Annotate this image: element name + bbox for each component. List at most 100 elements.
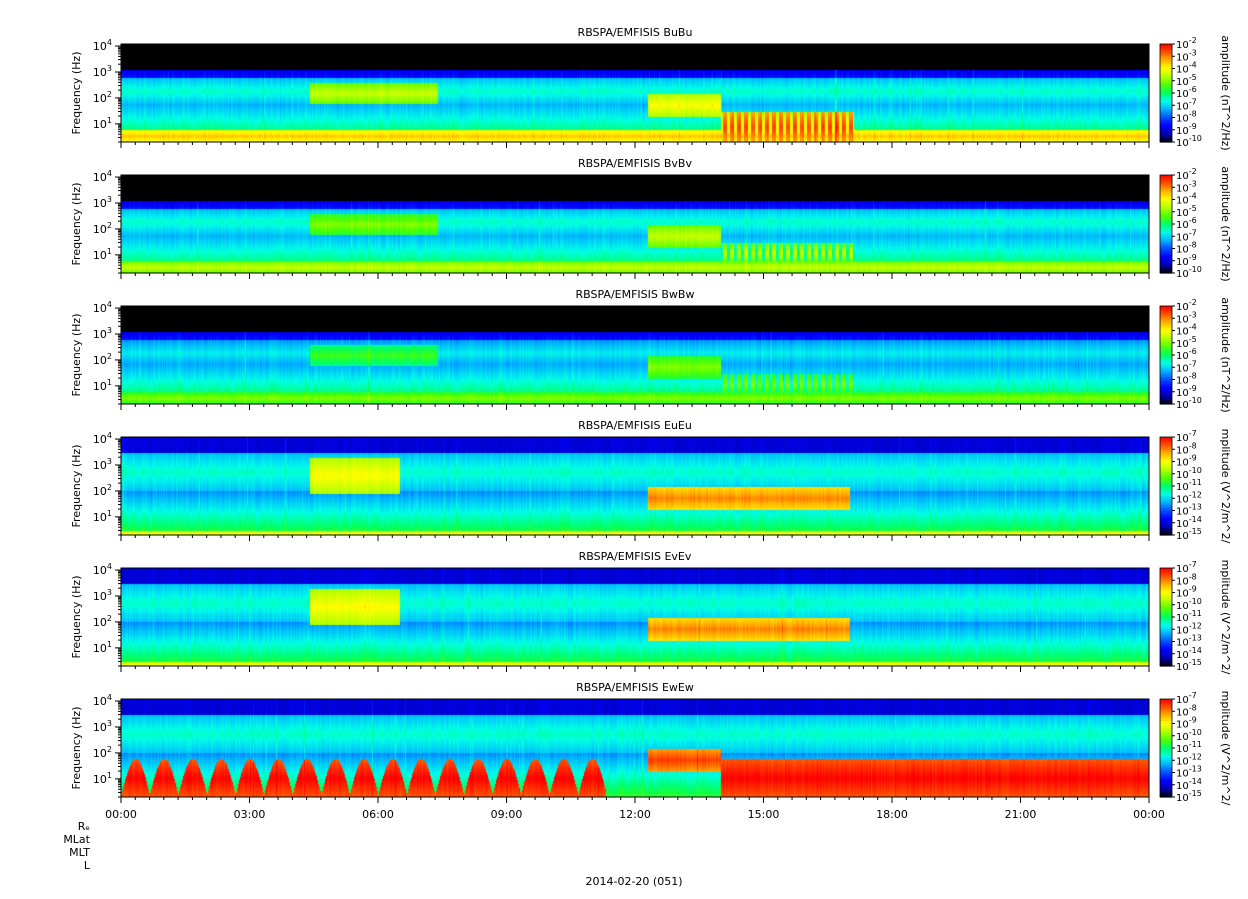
colorbar-segment xyxy=(1160,189,1172,193)
colorbar-segment xyxy=(1160,58,1172,62)
colorbar-segment xyxy=(1160,619,1172,623)
colorbar-segment xyxy=(1160,713,1172,717)
colorbar-segment xyxy=(1160,592,1172,596)
colorbar-label: amplitude (nT^2/Hz) xyxy=(1219,166,1232,281)
colorbar-segment xyxy=(1160,221,1172,225)
colorbar-segment xyxy=(1160,580,1172,584)
colorbar-segment xyxy=(1160,347,1172,351)
colorbar-segment xyxy=(1160,648,1172,652)
colorbar-segment xyxy=(1160,325,1172,329)
colorbar-segment xyxy=(1160,263,1172,267)
colorbar-segment xyxy=(1160,228,1172,232)
colorbar-segment xyxy=(1160,124,1172,128)
panel-title: RBSPA/EMFISIS BwBw xyxy=(576,288,695,301)
colorbar: 10-710-810-910-1010-1110-1210-1310-1410-… xyxy=(1159,429,1232,544)
colorbar-segment xyxy=(1160,357,1172,361)
colorbar-segment xyxy=(1160,377,1172,381)
spectrogram-image xyxy=(121,437,1149,535)
y-tick-label: 104 xyxy=(93,300,112,315)
colorbar-segment xyxy=(1160,93,1172,97)
y-axis-label: Frequency (Hz) xyxy=(70,314,83,397)
colorbar-segment xyxy=(1160,179,1172,183)
colorbar-segment xyxy=(1160,78,1172,82)
colorbar: 10-210-310-410-510-610-710-810-910-10 amp… xyxy=(1159,166,1232,282)
colorbar-segment xyxy=(1160,97,1172,101)
colorbar-segment xyxy=(1160,335,1172,339)
colorbar-segment xyxy=(1160,658,1172,662)
y-axis-label: Frequency (Hz) xyxy=(70,707,83,790)
colorbar-segment xyxy=(1160,612,1172,616)
colorbar-segment xyxy=(1160,508,1172,512)
colorbar-segment xyxy=(1160,68,1172,72)
y-tick-label: 103 xyxy=(93,588,112,603)
colorbar-segment xyxy=(1160,315,1172,319)
colorbar-segment xyxy=(1160,621,1172,625)
x-tick-label: 03:00 xyxy=(234,808,266,821)
colorbar-segment xyxy=(1160,463,1172,467)
x-tick-label: 15:00 xyxy=(748,808,780,821)
colorbar-segment xyxy=(1160,53,1172,57)
colorbar-segment xyxy=(1160,250,1172,254)
colorbar-label: amplitude (nT^2/Hz) xyxy=(1219,297,1232,412)
colorbar-segment xyxy=(1160,80,1172,84)
panel-title: RBSPA/EMFISIS EvEv xyxy=(579,550,692,563)
colorbar-segment xyxy=(1160,399,1172,403)
colorbar-segment xyxy=(1160,757,1172,761)
y-tick-label: 101 xyxy=(93,247,112,262)
colorbar-label: mplitude (V^2/m^2/ xyxy=(1219,429,1232,544)
colorbar-segment xyxy=(1160,762,1172,766)
y-axis-label: Frequency (Hz) xyxy=(70,183,83,266)
colorbar-segment xyxy=(1160,493,1172,497)
colorbar-segment xyxy=(1160,748,1172,752)
colorbar-segment xyxy=(1160,636,1172,640)
colorbar: 10-710-810-910-1010-1110-1210-1310-1410-… xyxy=(1159,560,1232,675)
colorbar-segment xyxy=(1160,345,1172,349)
colorbar-segment xyxy=(1160,522,1172,526)
colorbar-segment xyxy=(1160,175,1172,179)
colorbar-segment xyxy=(1160,604,1172,608)
colorbar-segment xyxy=(1160,332,1172,336)
y-tick-label: 103 xyxy=(93,195,112,210)
y-tick-label: 104 xyxy=(93,38,112,53)
colorbar-segment xyxy=(1160,258,1172,262)
colorbar-segment xyxy=(1160,471,1172,475)
colorbar-segment xyxy=(1160,226,1172,230)
colorbar-segment xyxy=(1160,46,1172,50)
spectrogram-image xyxy=(121,44,1149,142)
colorbar-segment xyxy=(1160,631,1172,635)
y-tick-label: 101 xyxy=(93,509,112,524)
colorbar-segment xyxy=(1160,663,1172,667)
colorbar-segment xyxy=(1160,216,1172,220)
colorbar-segment xyxy=(1160,503,1172,507)
colorbar-segment xyxy=(1160,568,1172,572)
colorbar-segment xyxy=(1160,651,1172,655)
panel-title: RBSPA/EMFISIS BuBu xyxy=(578,26,693,39)
colorbar-segment xyxy=(1160,127,1172,131)
colorbar-segment xyxy=(1160,219,1172,223)
colorbar-segment xyxy=(1160,439,1172,443)
colorbar-segment xyxy=(1160,56,1172,60)
x-tick-label: 18:00 xyxy=(876,808,908,821)
colorbar-segment xyxy=(1160,752,1172,756)
colorbar-segment xyxy=(1160,270,1172,274)
colorbar-segment xyxy=(1160,456,1172,460)
colorbar-segment xyxy=(1160,703,1172,707)
colorbar-segment xyxy=(1160,88,1172,92)
colorbar-segment xyxy=(1160,444,1172,448)
panel-title: RBSPA/EMFISIS EwEw xyxy=(576,681,694,694)
panels: RBSPA/EMFISIS BuBu Frequency (Hz) 101 102 10… xyxy=(70,26,1232,806)
panel-title: RBSPA/EMFISIS BvBv xyxy=(578,157,692,170)
colorbar-segment xyxy=(1160,483,1172,487)
y-tick-label: 103 xyxy=(93,326,112,341)
colorbar-segment xyxy=(1160,75,1172,79)
spectrogram-panel: RBSPA/EMFISIS EwEw Frequency (Hz) 101 102 10… xyxy=(70,681,1232,806)
x-tick-label: 09:00 xyxy=(491,808,523,821)
spectrogram-panel: RBSPA/EMFISIS EvEv Frequency (Hz) 101 102 10… xyxy=(70,550,1232,675)
colorbar-segment xyxy=(1160,107,1172,111)
colorbar-segment xyxy=(1160,122,1172,126)
colorbar-segment xyxy=(1160,520,1172,524)
colorbar-segment xyxy=(1160,716,1172,720)
colorbar-segment xyxy=(1160,701,1172,705)
colorbar-segment xyxy=(1160,624,1172,628)
